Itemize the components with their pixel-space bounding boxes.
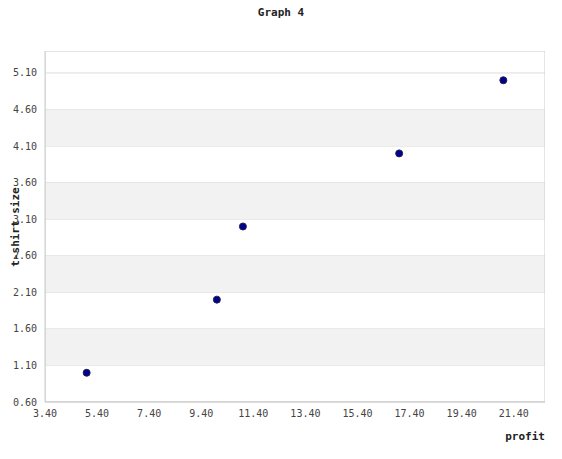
- svg-text:4.60: 4.60: [13, 104, 37, 115]
- svg-text:17.40: 17.40: [395, 408, 425, 419]
- svg-text:9.40: 9.40: [189, 408, 213, 419]
- svg-text:3.40: 3.40: [33, 408, 57, 419]
- svg-text:5.10: 5.10: [13, 67, 37, 78]
- svg-text:2.10: 2.10: [13, 287, 37, 298]
- svg-text:3.10: 3.10: [13, 214, 37, 225]
- svg-text:2.60: 2.60: [13, 250, 37, 261]
- svg-text:19.40: 19.40: [447, 408, 477, 419]
- svg-text:21.40: 21.40: [499, 408, 529, 419]
- svg-text:7.40: 7.40: [137, 408, 161, 419]
- svg-text:1.60: 1.60: [13, 323, 37, 334]
- svg-text:3.60: 3.60: [13, 177, 37, 188]
- svg-text:1.10: 1.10: [13, 360, 37, 371]
- svg-text:11.40: 11.40: [238, 408, 268, 419]
- svg-text:0.60: 0.60: [13, 397, 37, 408]
- svg-text:13.40: 13.40: [290, 408, 320, 419]
- svg-text:15.40: 15.40: [342, 408, 372, 419]
- svg-text:4.10: 4.10: [13, 141, 37, 152]
- svg-text:5.40: 5.40: [85, 408, 109, 419]
